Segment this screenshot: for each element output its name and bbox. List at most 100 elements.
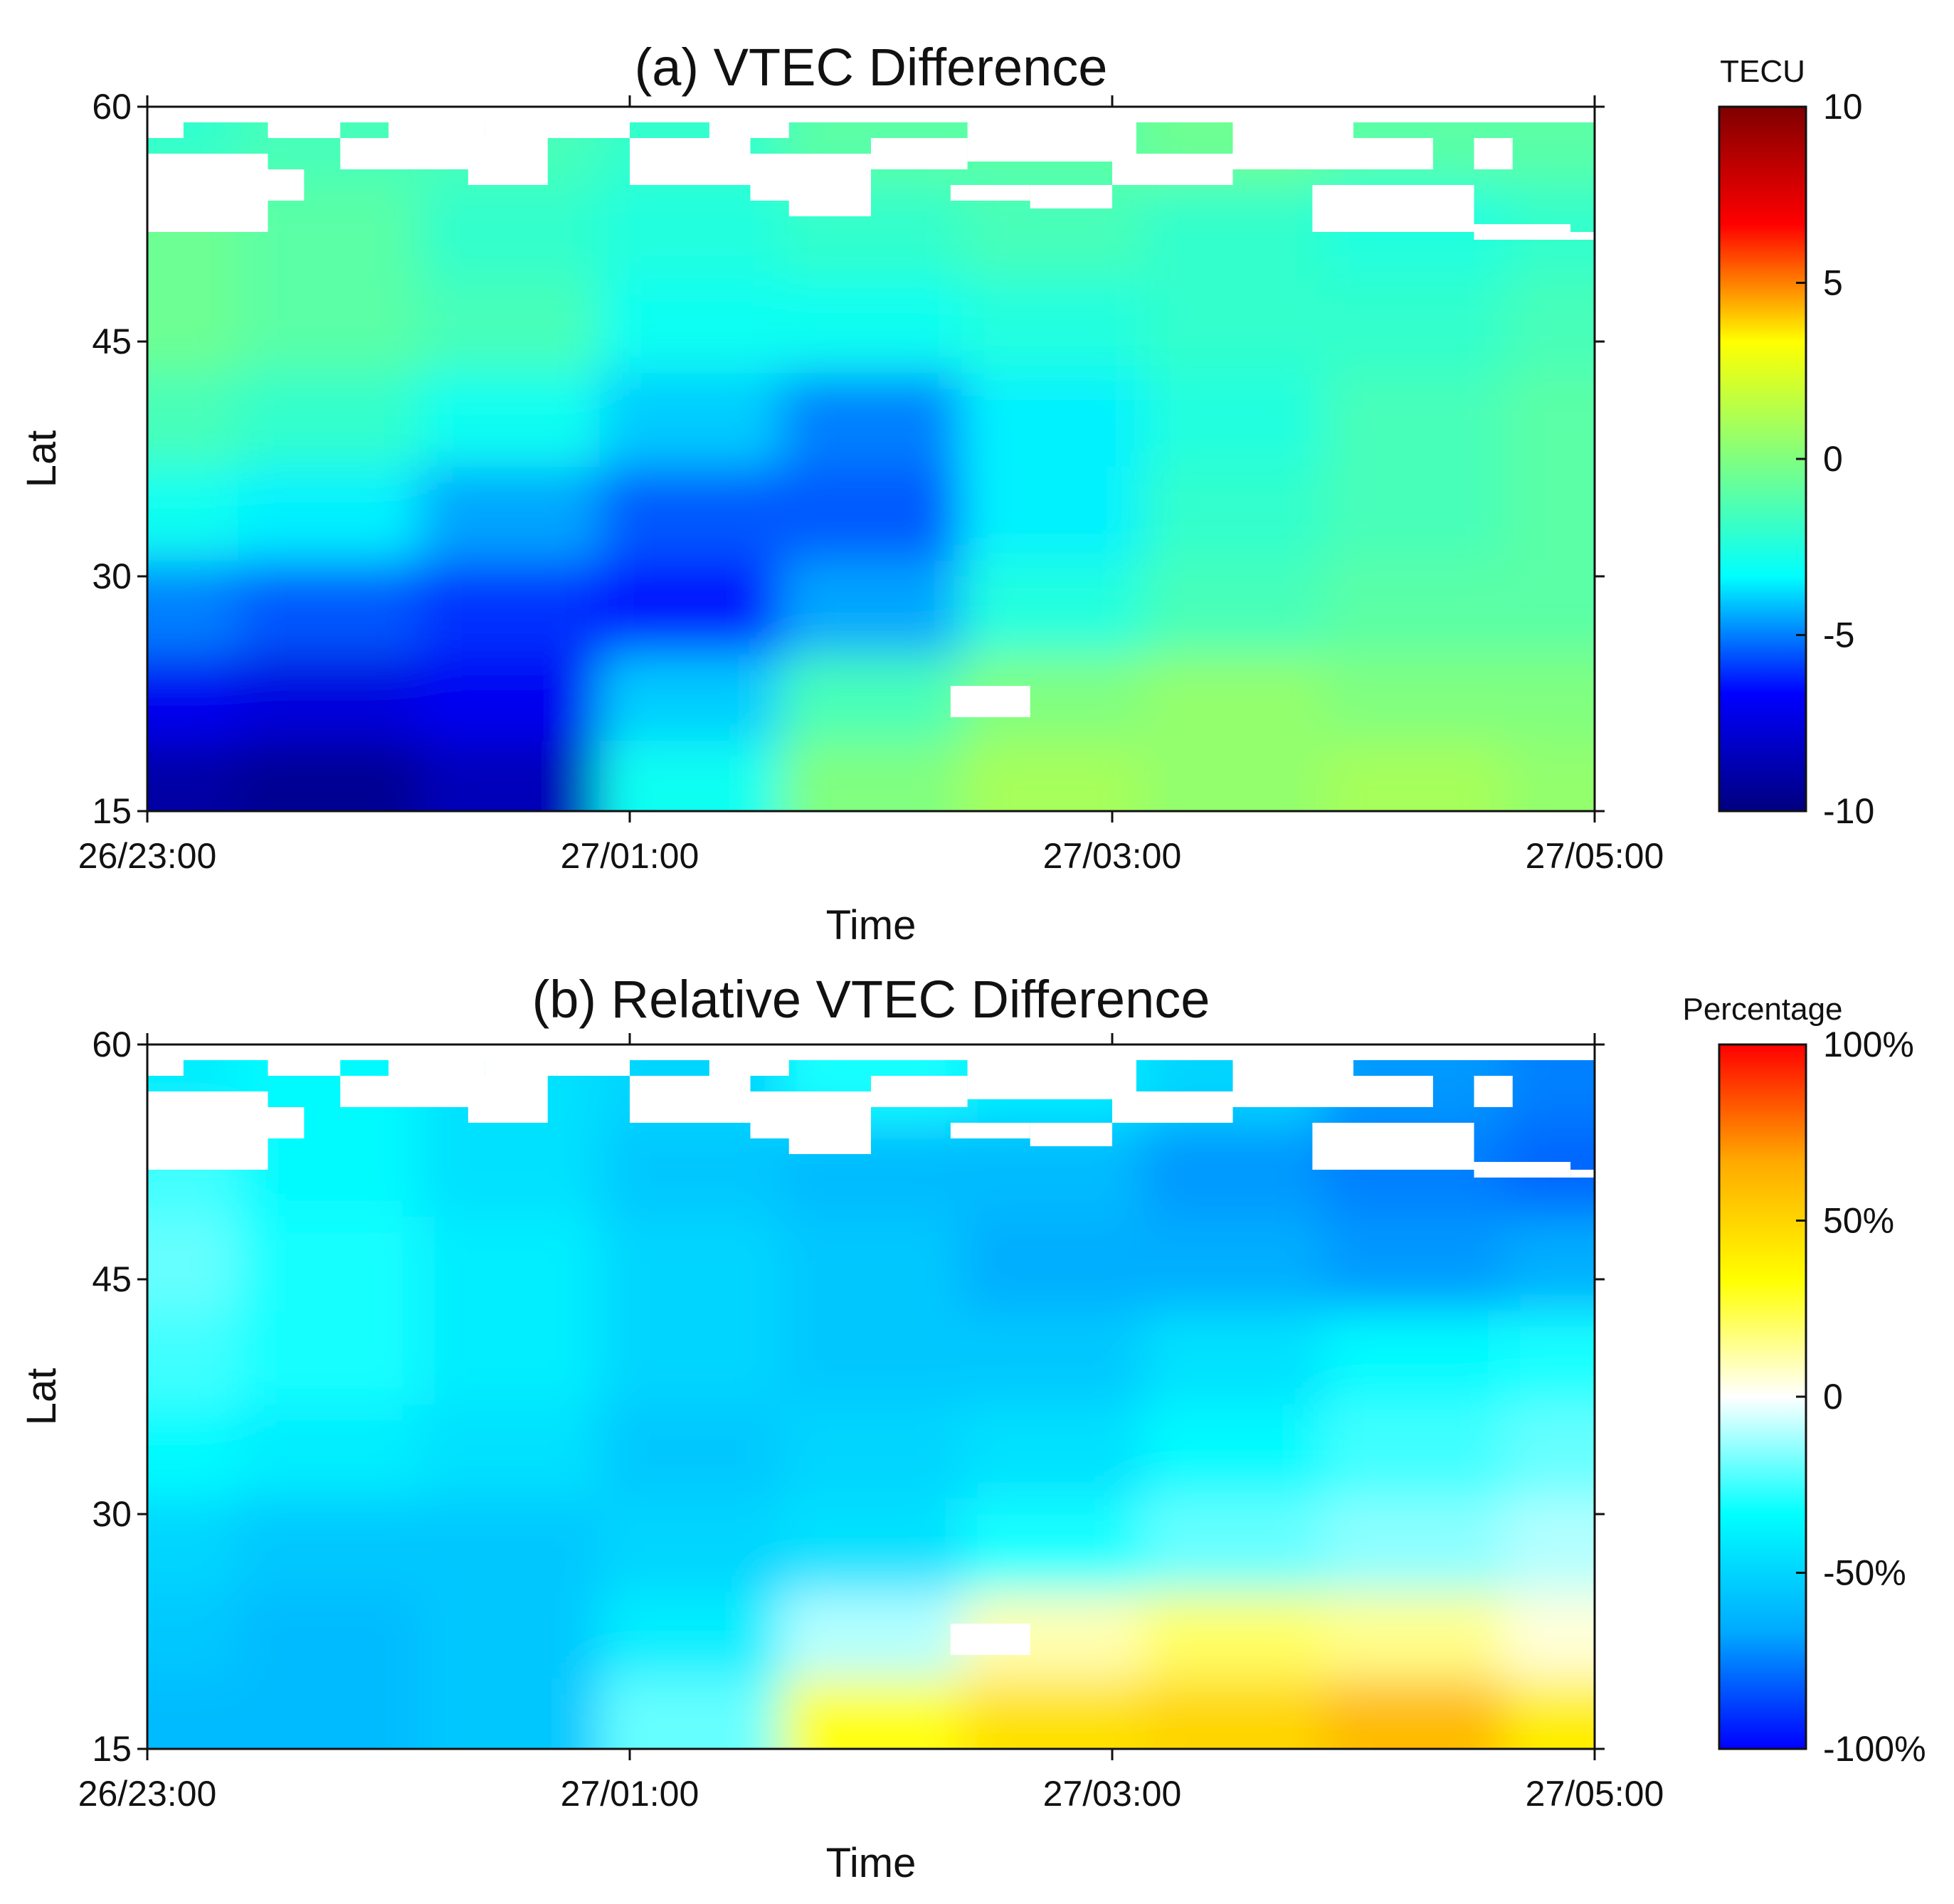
- panel-b-heatmap: [147, 1044, 1595, 1749]
- panel-b-heat-cell: [238, 1405, 419, 1498]
- panel-b-heat-cell: [1142, 1311, 1324, 1405]
- panel-b-heat-cell: [1142, 1498, 1324, 1592]
- panel-b-xtick-label: 27/03:00: [1043, 1774, 1182, 1814]
- panel-a-heat-cell: [1142, 373, 1324, 467]
- panel-b-heat-cell: [961, 1678, 1143, 1749]
- panel-a-heat-cell: [418, 185, 600, 279]
- panel-b-heat-cell: [599, 1678, 781, 1749]
- panel-a-heat-cell: [147, 373, 238, 467]
- panel-a-heat-cell: [147, 561, 238, 655]
- panel-a-heat-cell: [1142, 655, 1324, 741]
- panel-a-missing-block: [485, 122, 630, 138]
- panel-b-heat-cell: [418, 1217, 600, 1311]
- panel-b-heat-cell: [1323, 1678, 1504, 1749]
- panel-b-heat-cell: [780, 1311, 962, 1405]
- panel-b-heat-cell: [599, 1592, 781, 1678]
- panel-b-missing-block: [950, 1123, 1030, 1138]
- panel-b-heat-cell: [1323, 1405, 1504, 1498]
- panel-b-heat-cell: [238, 1217, 419, 1311]
- panel-a-heat-cell: [1142, 185, 1324, 279]
- panel-b-missing-block: [1474, 1076, 1513, 1107]
- panel-a-heat-cell: [147, 467, 238, 561]
- panel-a-heat-cell: [780, 655, 962, 741]
- panel-b-missing-block: [1353, 1076, 1433, 1107]
- panel-a-heat-cell: [1504, 561, 1595, 655]
- panel-b-missing-block: [1474, 1162, 1571, 1178]
- panel-b-colorbar-tick-label: 0: [1823, 1377, 1843, 1417]
- panel-b-heat-cell: [238, 1498, 419, 1592]
- panel-a-missing-block: [268, 122, 341, 138]
- panel-a-missing-block: [1570, 232, 1595, 240]
- panel-b-missing-block: [950, 1624, 1030, 1655]
- panel-a-heat-cell: [780, 467, 962, 561]
- panel-a-heat-cell: [1504, 655, 1595, 741]
- panel-a-heat-cell: [147, 655, 238, 741]
- panel-b-heat-cell: [961, 1311, 1143, 1405]
- panel-a-xtick-label: 27/05:00: [1526, 836, 1664, 876]
- panel-b-heat-cell: [961, 1498, 1143, 1592]
- panel-a-missing-block: [1353, 138, 1433, 169]
- panel-b-heat-cell: [1504, 1592, 1595, 1678]
- panel-a-heat-cell: [599, 561, 781, 655]
- panel-b-heat-cell: [1142, 1592, 1324, 1678]
- panel-a-heat-cell: [599, 655, 781, 741]
- panel-a-xlabel: Time: [826, 902, 917, 948]
- panel-b-axes-frame: [146, 1043, 1596, 1750]
- panel-a-heat-cell: [1142, 741, 1324, 811]
- panel-a-heat-cell: [238, 467, 419, 561]
- panel-a-missing-block: [147, 107, 1595, 122]
- panel-a-heat-cell: [1323, 373, 1504, 467]
- panel-b-missing-block: [147, 1060, 184, 1076]
- panel-a-heat-cell: [961, 467, 1143, 561]
- panel-b-missing-block: [1312, 1123, 1474, 1170]
- panel-b: (b) Relative VTEC Difference 15 30 45 60 26/…: [19, 970, 1926, 1886]
- panel-a-xtick-label: 27/03:00: [1043, 836, 1182, 876]
- panel-b-missing-block: [1030, 1123, 1112, 1146]
- panel-a-heat-cell: [238, 561, 419, 655]
- panel-b-missing-block: [268, 1060, 341, 1076]
- panel-b-colorbar-ramp: [1718, 1043, 1807, 1750]
- panel-a-colorbar: TECU 10 5 0 -5 -10: [1718, 54, 1874, 831]
- panel-a-missing-block: [709, 115, 789, 138]
- panel-a-ytick-label: 15: [92, 791, 132, 831]
- panel-a-heat-cell: [599, 279, 781, 373]
- panel-a-missing-block: [1474, 224, 1571, 240]
- panel-b-heat-cell: [147, 1405, 238, 1498]
- panel-a-missing-block: [147, 154, 268, 232]
- panel-b-heat-cell: [780, 1678, 962, 1749]
- panel-a-title: (a) VTEC Difference: [635, 38, 1108, 97]
- panel-b-heat-cell: [147, 1311, 238, 1405]
- panel-b-missing-block: [871, 1076, 968, 1107]
- panel-b-heat-cell: [1323, 1217, 1504, 1311]
- panel-b-heat-cell: [1323, 1592, 1504, 1678]
- panel-a-heat-cell: [418, 279, 600, 373]
- panel-a-colorbar-tick-label: 5: [1823, 263, 1843, 303]
- panel-b-heat-cell: [418, 1405, 600, 1498]
- panel-a-heat-cell: [599, 373, 781, 467]
- panel-b-heat-cell: [1504, 1498, 1595, 1592]
- panel-b-heat-cell: [147, 1217, 238, 1311]
- panel-b-heat-cell: [1323, 1498, 1504, 1592]
- panel-a-heat-cell: [961, 741, 1143, 811]
- panel-a-heat-cell: [418, 655, 600, 741]
- panel-a-heat-cell: [418, 561, 600, 655]
- panel-b-ytick-label: 30: [92, 1494, 132, 1534]
- panel-b-heat-cell: [418, 1498, 600, 1592]
- panel-b-heat-cell: [1504, 1678, 1595, 1749]
- panel-a: (a) VTEC Difference 15 30 45 60 26/23:00 27/0…: [19, 38, 1874, 948]
- panel-a-heat-cell: [418, 741, 600, 811]
- panel-b-heat-cell: [780, 1498, 962, 1592]
- panel-a-missing-block: [630, 138, 751, 185]
- panel-b-colorbar: Percentage 100% 50% 0 -50% -100%: [1682, 992, 1926, 1769]
- panel-a-heat-cell: [780, 279, 962, 373]
- panel-b-xlabel: Time: [826, 1840, 917, 1886]
- panel-a-heat-cell: [961, 561, 1143, 655]
- panel-a-missing-block: [1232, 122, 1353, 169]
- panel-a-ytick-label: 45: [92, 322, 132, 361]
- panel-a-heat-cell: [780, 561, 962, 655]
- panel-b-heat-cell: [238, 1678, 419, 1749]
- panel-a-ytick-label: 30: [92, 556, 132, 596]
- panel-a-heat-cell: [238, 279, 419, 373]
- panel-b-heat-cell: [599, 1311, 781, 1405]
- panel-b-heat-cell: [147, 1498, 238, 1592]
